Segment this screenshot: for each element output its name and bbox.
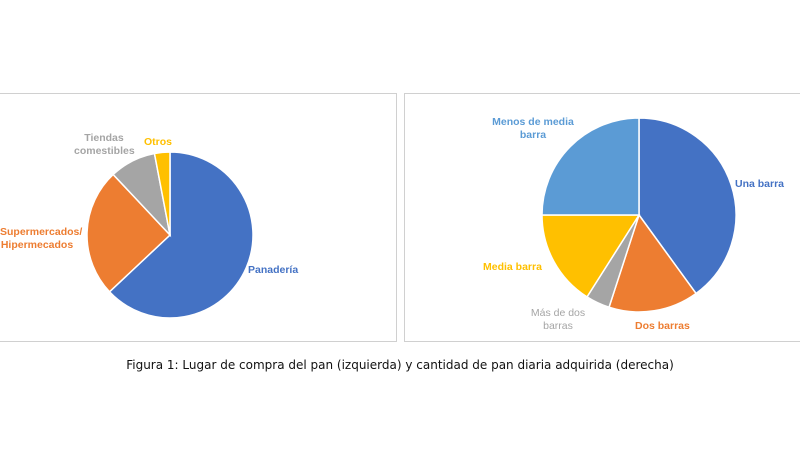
slice-label-otros: Otros <box>144 136 173 148</box>
slice-label-dos-barras: Dos barras <box>635 320 690 332</box>
slice-label-mas-de-dos: Más de dos barras <box>530 307 586 332</box>
pie-slice-panaderia <box>108 151 254 319</box>
slice-label-tiendas: Tiendas comestibles <box>74 132 135 157</box>
pie-slice-menos-de-media-barra <box>541 117 640 216</box>
slice-label-panaderia: Panadería <box>248 264 299 276</box>
pie-slice-una-barra <box>638 117 737 295</box>
figure-caption: Figura 1: Lugar de compra del pan (izqui… <box>126 358 674 372</box>
pie-slice-supermercados-hipermecados <box>86 173 172 293</box>
left-pie-chart <box>86 151 254 319</box>
pie-slice-media-barra <box>541 214 641 298</box>
pie-slice-dos-barras <box>608 213 698 313</box>
slice-label-una-barra: Una barra <box>735 178 785 190</box>
left-chart-panel: Panadería Supermercados/ Hipermecados Ti… <box>0 93 397 342</box>
slice-label-media-barra: Media barra <box>483 261 542 273</box>
right-chart-panel: Una barra Dos barras Más de dos barras M… <box>404 93 800 342</box>
pie-slice-otros <box>153 151 171 236</box>
slice-label-menos-de-media: Menos de media barra <box>492 116 574 141</box>
slice-label-supermercados: Supermercados/ Hipermecados <box>0 226 83 251</box>
right-pie-chart <box>541 117 737 313</box>
